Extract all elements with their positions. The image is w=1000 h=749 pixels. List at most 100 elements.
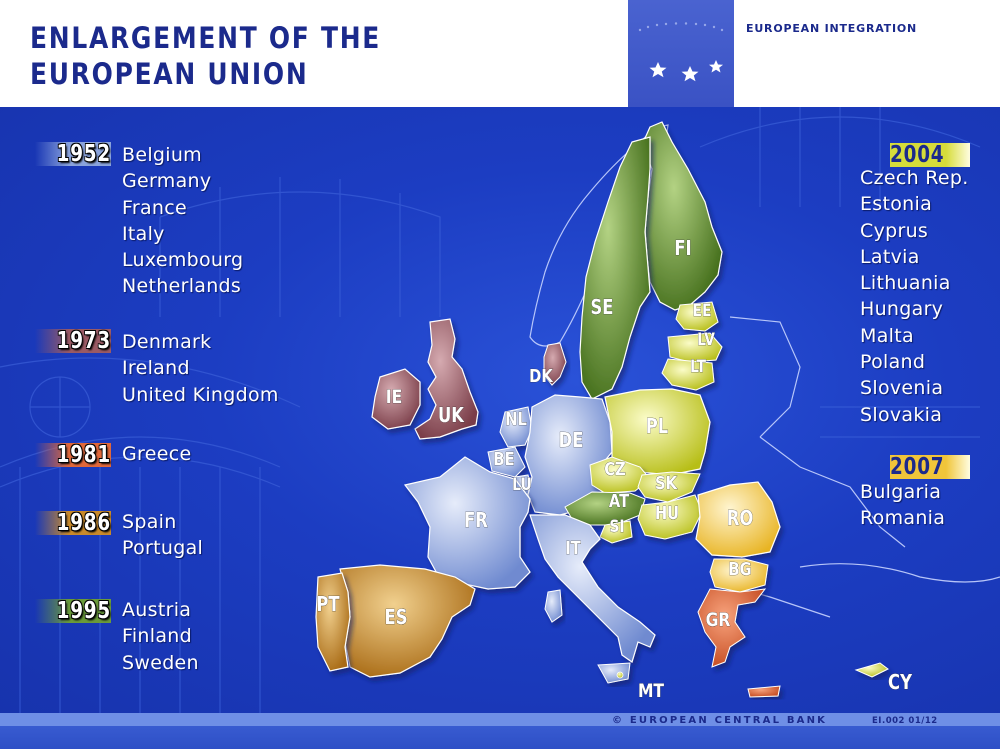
country-slovenia: [599, 520, 633, 544]
legend-country: Poland: [860, 351, 926, 374]
legend-year-1973: 1973: [35, 328, 111, 354]
country-code-it: IT: [565, 538, 581, 559]
island-crete: [747, 685, 781, 698]
country-code-hu: HU: [655, 503, 679, 524]
legend-country: Czech Rep.: [860, 167, 969, 189]
legend-year-1986: 1986: [35, 510, 111, 536]
header: ENLARGEMENT OF THE EUROPEAN UNION EUROPE…: [0, 0, 1000, 107]
legend-year-label: 1952: [56, 141, 111, 167]
legend-country: Denmark: [122, 331, 212, 353]
country-united-kingdom: [414, 318, 479, 440]
country-latvia: [667, 332, 723, 363]
legend-country-list-1973: Denmark Ireland United Kingdom: [122, 329, 279, 408]
country-slovakia: [637, 471, 701, 503]
country-france: [403, 456, 531, 590]
legend-country-list-1952: Belgium Germany France Italy Luxembourg Nethe…: [122, 142, 243, 300]
legend-country: Germany: [122, 170, 212, 193]
country-belgium: [487, 446, 526, 478]
legend-country: Finland: [122, 625, 192, 648]
country-finland: [641, 121, 723, 311]
country-code-ee: EE: [692, 301, 711, 321]
legend-country: Cyprus: [860, 219, 929, 242]
country-italy: [529, 514, 656, 663]
country-code-nl: NL: [505, 409, 527, 430]
country-ireland: [371, 368, 421, 430]
legend-country-list-2004: Czech Rep. Estonia Cyprus Latvia Lithuania Hu…: [860, 165, 969, 428]
legend-year-1995: 1995: [35, 598, 111, 624]
island-sicily: [597, 662, 631, 684]
country-code-pt: PT: [316, 594, 340, 617]
country-code-cz: CZ: [604, 459, 626, 480]
legend-year-1981: 1981: [35, 442, 111, 468]
page-title: ENLARGEMENT OF THE EUROPEAN UNION: [30, 20, 381, 92]
legend-country: Greece: [122, 443, 192, 465]
country-bulgaria: [709, 558, 769, 593]
country-code-lt: LT: [690, 357, 706, 377]
legend-country: Bulgaria: [860, 481, 942, 503]
country-code-pl: PL: [646, 416, 669, 439]
legend-country: Netherlands: [122, 275, 242, 298]
legend-year-label: 1981: [56, 442, 111, 468]
legend-country: Romania: [860, 507, 946, 530]
legend-country: France: [122, 196, 187, 219]
legend-country: Sweden: [122, 651, 199, 674]
legend-year-label: 1995: [56, 598, 111, 624]
country-code-bg: BG: [728, 559, 751, 580]
country-code-si: SI: [609, 517, 624, 537]
footer-band: [0, 713, 1000, 726]
legend-year-2007: 2007: [890, 454, 970, 480]
map-panel: FI SE EE LV LT DK IE UK NL DE PL BE LU CZ SK AT SI HU RO FR…: [0, 107, 1000, 713]
legend-year-2004: 2004: [890, 142, 970, 168]
legend-year-label: 2004: [890, 142, 945, 168]
country-code-lv: LV: [697, 330, 715, 350]
country-code-se: SE: [591, 297, 614, 320]
country-malta: [616, 671, 624, 679]
country-romania: [695, 481, 781, 558]
island-sardinia: [544, 589, 563, 623]
country-sweden: [579, 136, 651, 400]
country-lithuania: [661, 358, 715, 391]
legend-country: Italy: [122, 222, 165, 245]
legend-country: Luxembourg: [122, 249, 244, 272]
legend-year-label: 1973: [56, 328, 111, 354]
country-netherlands: [499, 406, 533, 448]
legend-country: Austria: [122, 599, 192, 621]
country-code-labels: FI SE EE LV LT DK IE UK NL DE PL BE LU CZ SK AT SI HU RO FR…: [316, 237, 913, 703]
country-estonia: [675, 301, 719, 332]
country-hungary: [637, 494, 703, 540]
legend-country: Lithuania: [860, 272, 951, 295]
country-portugal: [315, 572, 351, 672]
country-code-lu: LU: [512, 475, 532, 495]
country-code-at: AT: [609, 491, 630, 512]
legend-country-list-2007: Bulgaria Romania: [860, 479, 945, 532]
stars-icon: [638, 22, 724, 82]
country-code-uk: UK: [438, 405, 465, 428]
country-code-fi: FI: [674, 238, 691, 261]
legend-year-label: 1986: [56, 510, 111, 536]
eu-map: FI SE EE LV LT DK IE UK NL DE PL BE LU CZ SK AT SI HU RO FR…: [315, 121, 1000, 703]
country-code-fr: FR: [464, 510, 488, 533]
country-code-gr: GR: [706, 610, 731, 632]
legend-year-1952: 1952: [35, 141, 111, 167]
legend-country: Slovakia: [860, 403, 943, 426]
background-architecture-decoration: [0, 107, 981, 713]
country-greece: [697, 588, 767, 668]
legend-year-label: 2007: [890, 454, 945, 480]
legend-country: Latvia: [860, 245, 920, 268]
country-code-es: ES: [385, 607, 408, 630]
document-code: EI.002 01/12: [872, 716, 938, 726]
country-code-ie: IE: [386, 387, 402, 409]
country-code-dk: DK: [529, 366, 554, 387]
country-code-ro: RO: [727, 508, 754, 531]
country-code-de: DE: [559, 430, 584, 453]
country-code-sk: SK: [655, 473, 678, 494]
eu-stars-emblem: [628, 0, 734, 107]
copyright-text: © EUROPEAN CENTRAL BANK: [612, 715, 828, 726]
legend-country: Portugal: [122, 537, 204, 560]
country-code-mt: MT: [638, 681, 664, 703]
section-label: EUROPEAN INTEGRATION: [746, 22, 918, 35]
legend-country-list-1995: Austria Finland Sweden: [122, 597, 199, 676]
title-line-2: EUROPEAN UNION: [30, 57, 309, 91]
legend-country: Malta: [860, 324, 914, 347]
